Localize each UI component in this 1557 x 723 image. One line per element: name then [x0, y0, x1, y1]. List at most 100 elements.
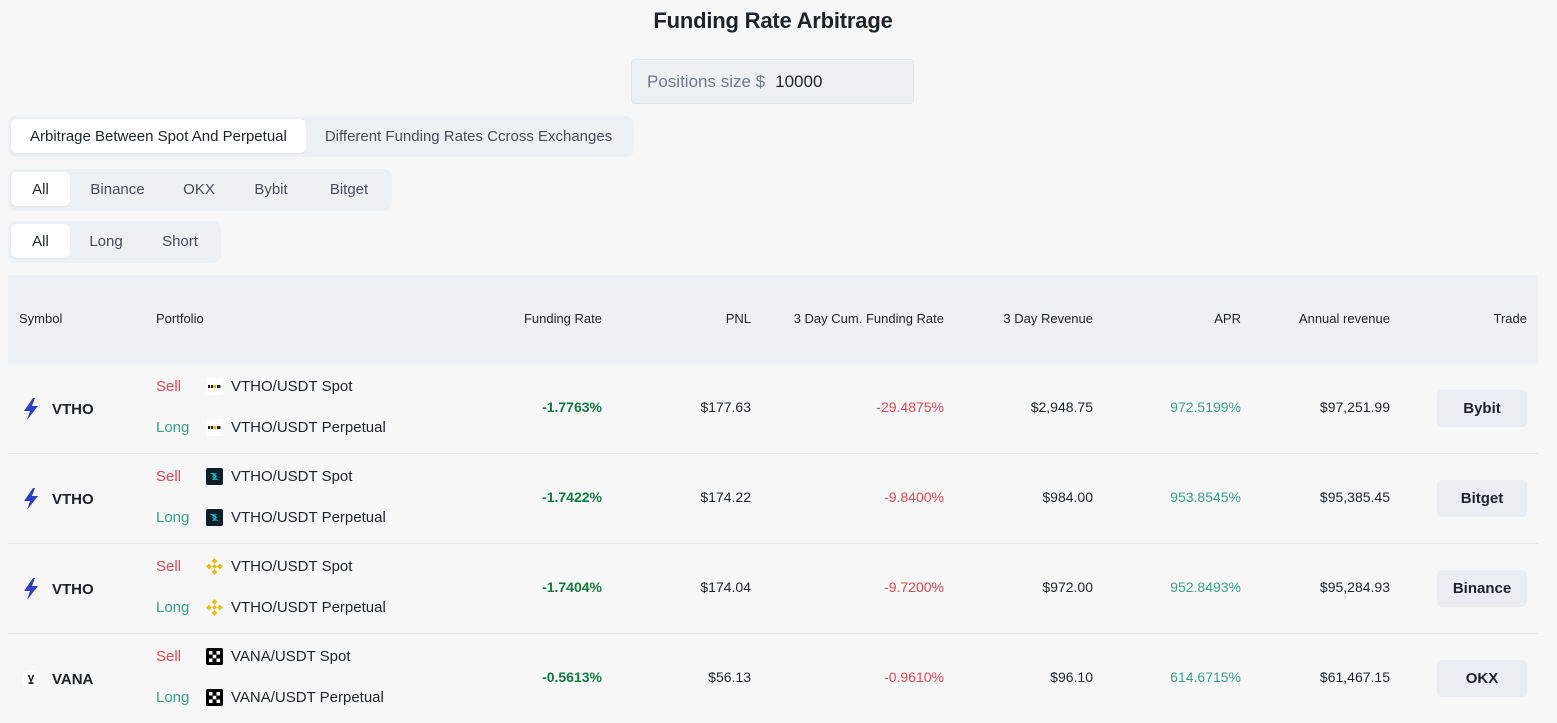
direction-tab-short[interactable]: Short [162, 232, 198, 250]
symbol-cell: VTHO [22, 488, 94, 510]
binance-icon [206, 599, 223, 616]
arbitrage-table: Symbol Portfolio Funding Rate PNL 3 Day … [8, 275, 1538, 723]
funding-rate-value: -0.5613% [542, 669, 602, 685]
position-size-field[interactable]: Positions size $ [631, 59, 914, 104]
table-row: VTHO Sell VTHO/USDT Spot Long VTHO/USDT … [8, 454, 1538, 544]
portfolio-leg-long: Long VANA/USDT Perpetual [156, 689, 384, 706]
bybit-icon [206, 378, 223, 395]
symbol-name: VANA [52, 670, 94, 688]
apr-value: 952.8493% [1170, 579, 1241, 595]
pair-label: VTHO/USDT Perpetual [231, 419, 386, 436]
revenue-3day-value: $2,948.75 [1030, 399, 1093, 415]
annual-revenue-value: $95,385.45 [1319, 489, 1390, 505]
exchange-filter-tabs: All Binance OKX Bybit Bitget [8, 169, 392, 211]
side-label: Long [156, 599, 190, 616]
portfolio-leg-sell: Sell VTHO/USDT Spot [156, 468, 352, 485]
col-trade: Trade [1493, 311, 1527, 326]
pair-label: VTHO/USDT Spot [231, 378, 353, 395]
bitget-icon [206, 509, 223, 526]
pair-label: VTHO/USDT Perpetual [231, 509, 386, 526]
side-label: Sell [156, 378, 182, 395]
position-size-input[interactable] [775, 71, 896, 92]
trade-button[interactable]: Bitget [1437, 480, 1527, 517]
exchange-tab-binance[interactable]: Binance [90, 180, 145, 198]
pnl-value: $174.04 [700, 579, 751, 595]
table-row: VTHO Sell VTHO/USDT Spot Long VTHO/USDT … [8, 544, 1538, 634]
portfolio-leg-long: Long VTHO/USDT Perpetual [156, 599, 386, 616]
exchange-tab-okx[interactable]: OKX [183, 180, 215, 198]
pair-label: VANA/USDT Spot [231, 648, 351, 665]
side-label: Long [156, 689, 190, 706]
binance-icon [206, 558, 223, 575]
table-row: VANA Sell VANA/USDT Spot Long VANA/USDT … [8, 634, 1538, 723]
col-pnl: PNL [725, 311, 751, 326]
revenue-3day-value: $96.10 [1050, 669, 1093, 685]
annual-revenue-value: $97,251.99 [1319, 399, 1390, 415]
pnl-value: $174.22 [700, 489, 751, 505]
revenue-3day-value: $984.00 [1042, 489, 1093, 505]
apr-value: 953.8545% [1170, 489, 1241, 505]
vtho-bolt-icon [22, 578, 40, 600]
col-portfolio: Portfolio [156, 311, 204, 326]
direction-tab-long[interactable]: Long [89, 232, 123, 250]
vtho-bolt-icon [22, 398, 40, 420]
pair-label: VTHO/USDT Spot [231, 558, 353, 575]
tab-cross-exchange[interactable]: Different Funding Rates Ccross Exchanges [324, 127, 613, 145]
side-label: Long [156, 419, 190, 436]
portfolio-leg-sell: Sell VTHO/USDT Spot [156, 378, 352, 395]
pair-label: VTHO/USDT Perpetual [231, 599, 386, 616]
funding-rate-value: -1.7763% [542, 399, 602, 415]
portfolio-leg-long: Long VTHO/USDT Perpetual [156, 509, 386, 526]
position-size-label: Positions size $ [647, 71, 766, 91]
annual-revenue-value: $61,467.15 [1319, 669, 1390, 685]
trade-button[interactable]: Bybit [1437, 390, 1527, 427]
exchange-tab-bitget[interactable]: Bitget [329, 180, 369, 198]
col-funding-rate: Funding Rate [523, 311, 602, 326]
trade-button[interactable]: Binance [1437, 570, 1527, 607]
cum-funding-rate-value: -9.8400% [884, 489, 944, 505]
pair-label: VTHO/USDT Spot [231, 468, 353, 485]
side-label: Long [156, 509, 190, 526]
mode-tabs: Arbitrage Between Spot And Perpetual Dif… [8, 116, 635, 157]
tab-spot-perpetual[interactable]: Arbitrage Between Spot And Perpetual [11, 119, 306, 153]
portfolio-leg-long: Long VTHO/USDT Perpetual [156, 419, 386, 436]
bitget-icon [206, 468, 223, 485]
cum-funding-rate-value: -29.4875% [876, 399, 944, 415]
vana-icon [22, 668, 40, 690]
vtho-bolt-icon [22, 488, 40, 510]
side-label: Sell [156, 468, 182, 485]
table-header: Symbol Portfolio Funding Rate PNL 3 Day … [8, 275, 1538, 364]
col-3day-revenue: 3 Day Revenue [1003, 311, 1093, 326]
exchange-tab-bybit[interactable]: Bybit [254, 180, 288, 198]
side-label: Sell [156, 558, 182, 575]
symbol-name: VTHO [52, 400, 94, 418]
cum-funding-rate-value: -9.7200% [884, 579, 944, 595]
page-title: Funding Rate Arbitrage [653, 8, 893, 33]
funding-rate-value: -1.7404% [542, 579, 602, 595]
table-body: VTHO Sell VTHO/USDT Spot Long VTHO/USDT … [8, 364, 1538, 723]
symbol-name: VTHO [52, 580, 94, 598]
pnl-value: $177.63 [700, 399, 751, 415]
okx-icon [206, 648, 223, 665]
apr-value: 614.6715% [1170, 669, 1241, 685]
direction-tab-all[interactable]: All [11, 224, 70, 258]
col-annual-revenue: Annual revenue [1298, 311, 1390, 326]
annual-revenue-value: $95,284.93 [1319, 579, 1390, 595]
symbol-cell: VTHO [22, 398, 94, 420]
side-label: Sell [156, 648, 182, 665]
okx-icon [206, 689, 223, 706]
col-symbol: Symbol [19, 311, 63, 326]
col-apr: APR [1214, 311, 1241, 326]
exchange-tab-all[interactable]: All [11, 172, 70, 206]
revenue-3day-value: $972.00 [1042, 579, 1093, 595]
col-cum-funding-rate: 3 Day Cum. Funding Rate [793, 311, 944, 326]
symbol-name: VTHO [52, 490, 94, 508]
bybit-icon [206, 419, 223, 436]
direction-filter-tabs: All Long Short [8, 221, 221, 263]
table-row: VTHO Sell VTHO/USDT Spot Long VTHO/USDT … [8, 364, 1538, 454]
pnl-value: $56.13 [708, 669, 751, 685]
apr-value: 972.5199% [1170, 399, 1241, 415]
symbol-cell: VTHO [22, 578, 94, 600]
portfolio-leg-sell: Sell VANA/USDT Spot [156, 648, 351, 665]
trade-button[interactable]: OKX [1437, 660, 1527, 697]
